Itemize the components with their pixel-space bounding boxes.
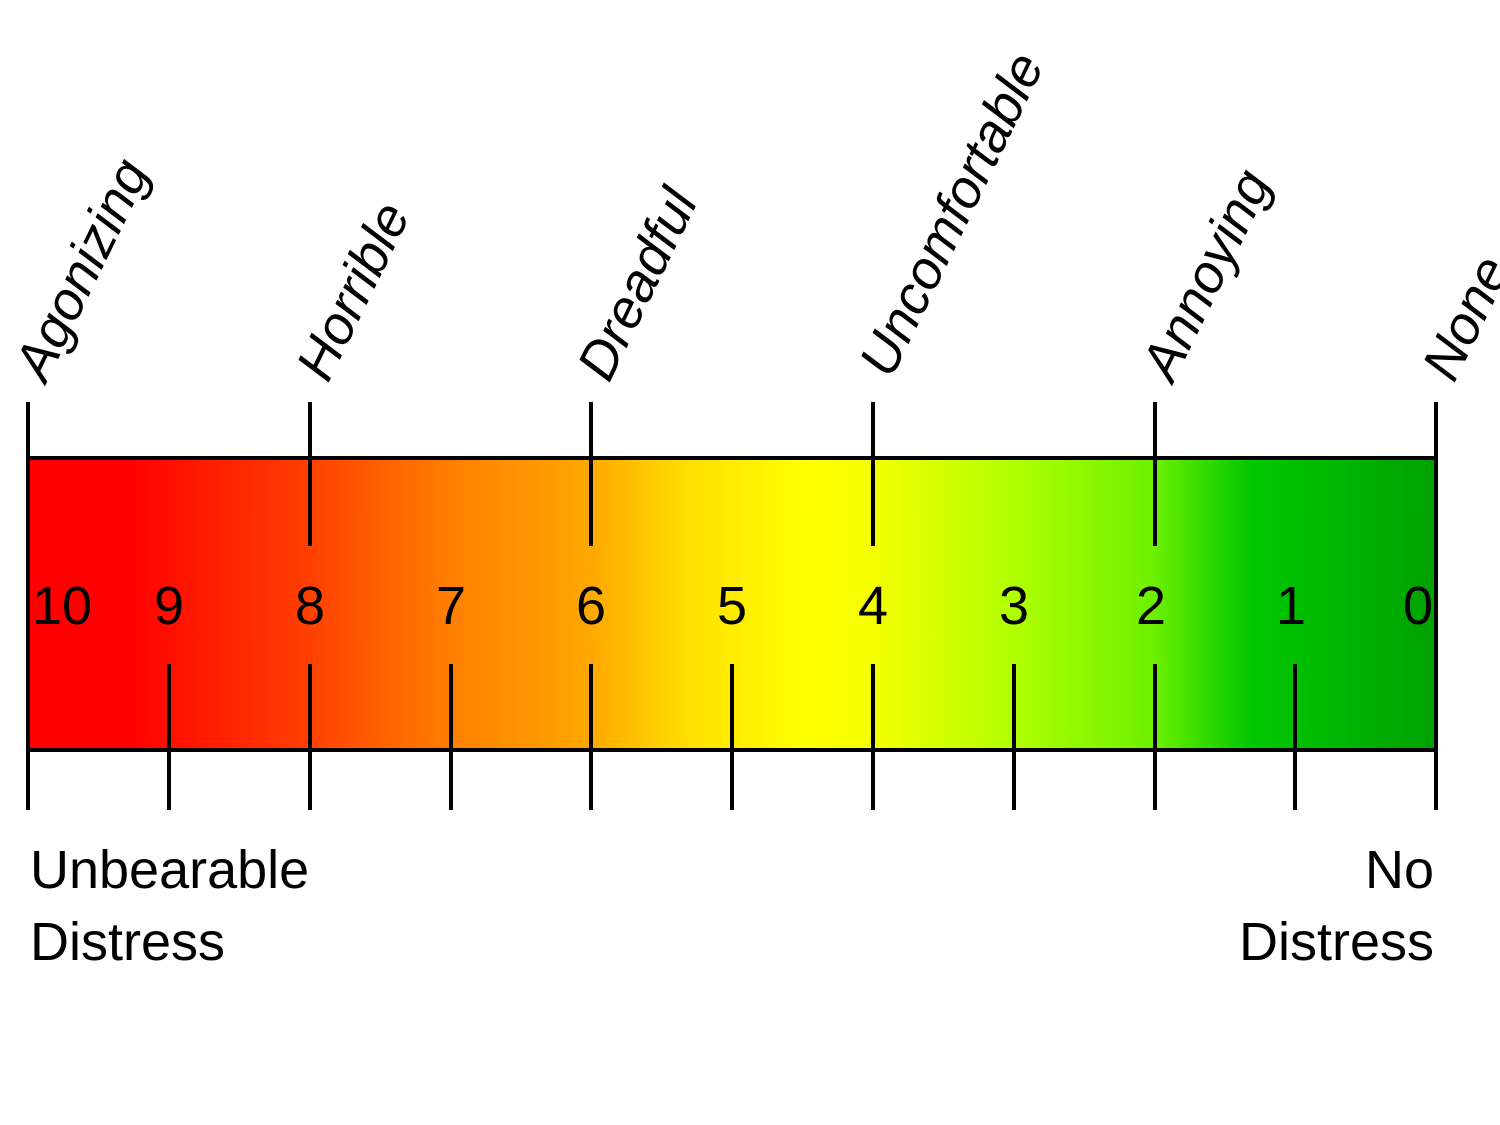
- end-label-group: Unbearable Distress No Distress: [30, 840, 1434, 972]
- number-label-2: 2: [1136, 576, 1166, 636]
- number-label-1: 1: [1276, 576, 1306, 636]
- word-label-uncomfortable: Uncomfortable: [848, 43, 1056, 385]
- right-end-label-line1: No: [1365, 840, 1434, 900]
- right-end-label-line2: Distress: [1239, 912, 1434, 972]
- number-label-8: 8: [295, 576, 325, 636]
- word-label-dreadful: Dreadful: [566, 178, 710, 390]
- number-label-10: 10: [32, 576, 92, 636]
- number-label-0: 0: [1403, 576, 1433, 636]
- number-label-9: 9: [154, 576, 184, 636]
- top-tick-group: [26, 402, 1438, 546]
- number-label-4: 4: [858, 576, 888, 636]
- number-label-7: 7: [436, 576, 466, 636]
- word-label-agonizing: Agonizing: [2, 150, 161, 392]
- number-label-group: 10 9 8 7 6 5 4 3 2 1 0: [32, 576, 1433, 636]
- number-label-3: 3: [999, 576, 1029, 636]
- left-end-label-line1: Unbearable: [30, 840, 309, 900]
- number-label-6: 6: [576, 576, 606, 636]
- word-label-annoying: Annoying: [1129, 161, 1283, 392]
- number-label-5: 5: [717, 576, 747, 636]
- word-label-none: None: [1411, 247, 1500, 389]
- word-label-horrible: Horrible: [285, 193, 422, 389]
- bottom-tick-group: [26, 664, 1438, 810]
- word-label-group: Agonizing Horrible Dreadful Uncomfortabl…: [2, 43, 1500, 392]
- left-end-label-line2: Distress: [30, 912, 225, 972]
